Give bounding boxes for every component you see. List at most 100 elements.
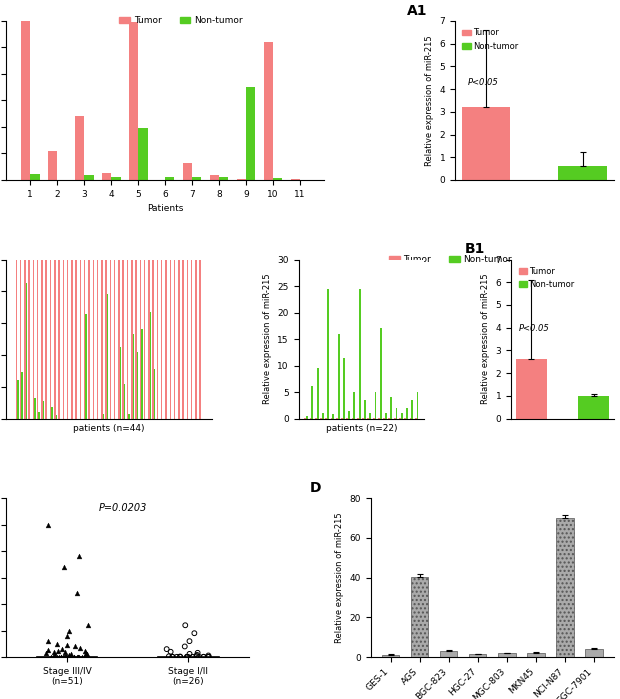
Bar — [264, 42, 273, 180]
Text: P=0.0203: P=0.0203 — [99, 503, 147, 513]
Point — [56, 651, 66, 663]
Bar — [559, 166, 606, 180]
Bar — [585, 649, 603, 657]
Bar — [374, 392, 376, 419]
Point — [70, 641, 80, 652]
Point — [183, 651, 193, 663]
Bar — [84, 259, 86, 419]
Point — [175, 651, 185, 663]
Bar — [97, 259, 99, 419]
Bar — [385, 413, 387, 419]
Bar — [102, 414, 104, 419]
Point — [194, 651, 204, 663]
Bar — [556, 518, 574, 657]
Bar — [322, 413, 324, 419]
Legend: Tumor, Non-tumor: Tumor, Non-tumor — [515, 264, 578, 292]
Point — [192, 650, 202, 661]
Bar — [317, 368, 319, 419]
Bar — [191, 259, 192, 419]
Point — [61, 651, 71, 663]
Point — [48, 651, 58, 663]
Bar — [43, 401, 44, 419]
Point — [189, 628, 199, 639]
Point — [185, 635, 195, 647]
Y-axis label: Relative expression of miR-215: Relative expression of miR-215 — [335, 512, 344, 643]
Point — [69, 651, 79, 663]
Bar — [246, 87, 255, 180]
Bar — [353, 392, 355, 419]
Bar — [406, 408, 408, 419]
Point — [74, 551, 84, 562]
Point — [66, 648, 76, 659]
Bar — [187, 259, 188, 419]
Bar — [165, 259, 167, 419]
Legend: Tumor, Non-tumor: Tumor, Non-tumor — [385, 252, 516, 268]
Bar — [84, 175, 94, 180]
Bar — [440, 651, 458, 657]
Bar — [63, 259, 64, 419]
Bar — [110, 259, 111, 419]
Point — [56, 651, 66, 663]
Point — [43, 519, 53, 530]
Bar — [92, 259, 94, 419]
Bar — [24, 259, 25, 419]
Bar — [21, 373, 23, 419]
Bar — [138, 129, 148, 180]
Bar — [343, 358, 345, 419]
Bar — [41, 259, 43, 419]
Point — [60, 651, 70, 663]
Bar — [148, 259, 149, 419]
Point — [62, 640, 72, 651]
Bar — [154, 369, 156, 419]
Bar — [153, 259, 154, 419]
Point — [167, 651, 177, 663]
Point — [58, 651, 68, 663]
Bar — [527, 653, 544, 657]
Bar — [86, 314, 87, 419]
Bar — [462, 108, 510, 180]
Point — [175, 651, 185, 662]
Bar — [20, 21, 30, 180]
Bar — [128, 414, 130, 419]
Point — [60, 561, 69, 572]
Point — [43, 644, 53, 656]
Bar — [105, 259, 107, 419]
Point — [60, 647, 70, 658]
Bar — [332, 415, 334, 419]
Bar — [51, 408, 53, 419]
Point — [64, 650, 74, 661]
Bar — [54, 259, 56, 419]
Point — [54, 651, 64, 663]
Bar — [273, 178, 283, 180]
Point — [56, 651, 66, 663]
Bar — [16, 259, 17, 419]
Point — [180, 619, 190, 630]
Bar — [48, 151, 57, 180]
Point — [71, 651, 81, 663]
Bar — [359, 289, 361, 419]
Bar — [195, 259, 197, 419]
X-axis label: patients (n=22): patients (n=22) — [326, 424, 397, 433]
Bar — [396, 408, 397, 419]
Point — [193, 647, 203, 658]
Bar — [165, 178, 174, 180]
Bar — [412, 400, 414, 419]
Y-axis label: Relative expression of miR-215: Relative expression of miR-215 — [263, 274, 272, 404]
Bar — [182, 259, 184, 419]
Bar — [291, 179, 300, 180]
Bar — [37, 259, 38, 419]
Bar — [578, 396, 609, 419]
Point — [83, 619, 93, 630]
Point — [60, 651, 70, 663]
Bar — [169, 259, 171, 419]
Bar — [144, 259, 145, 419]
Bar — [219, 178, 229, 180]
Text: D: D — [310, 481, 322, 495]
Text: P<0.05: P<0.05 — [519, 324, 550, 333]
Bar — [137, 352, 138, 419]
X-axis label: Patients: Patients — [147, 204, 184, 213]
Text: P<0.05: P<0.05 — [467, 78, 498, 87]
Point — [50, 649, 60, 661]
Bar — [417, 392, 419, 419]
Bar — [348, 410, 350, 419]
